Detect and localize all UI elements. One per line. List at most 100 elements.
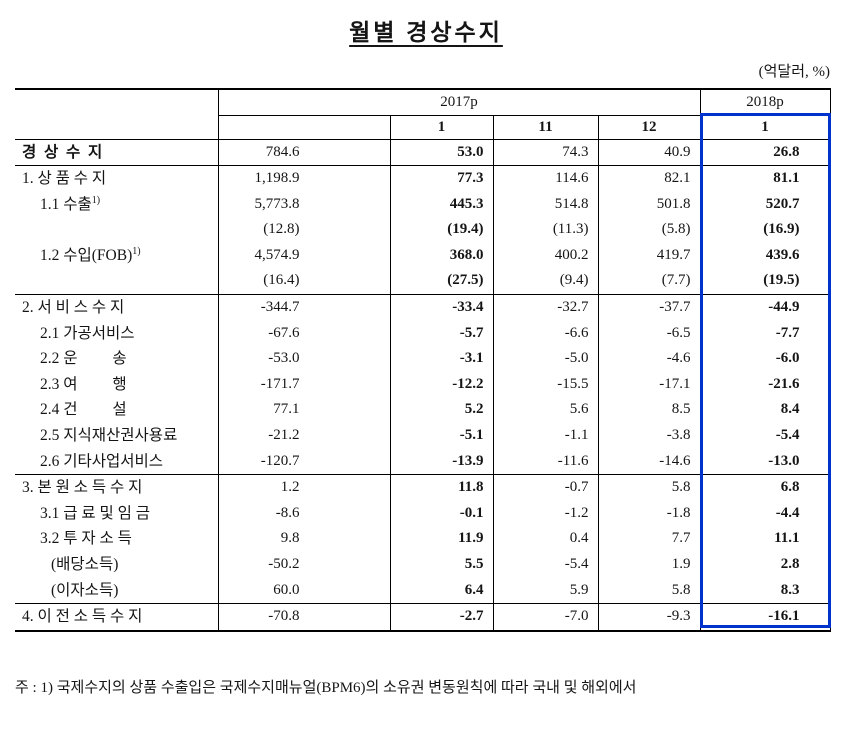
row-label-cell (15, 217, 218, 243)
value-cell-jan2018: 2.8 (699, 552, 831, 578)
row-label-cell: 4. 이 전 소 득 수 지 (15, 603, 218, 632)
value-cell-jan2018: 26.8 (699, 139, 831, 167)
row-label-cell: 1.2 수입(FOB)1) (15, 243, 218, 269)
value-cell-jan2018: 8.4 (699, 397, 831, 424)
value-cell-jan2017: 6.4 (389, 577, 493, 605)
row-label-cell: 3.1 급 료 및 임 금 (15, 501, 218, 527)
row-label-cell: 2.1 가공서비스 (15, 321, 218, 347)
value-cell-jan2017: -33.4 (389, 294, 493, 321)
row-label: 3.1 급 료 및 임 금 (40, 504, 151, 522)
value-cell-nov2017: 5.6 (492, 397, 598, 424)
value-cell-dec2017: 82.1 (597, 165, 700, 192)
row-label-cell: 2.2 운 송 (15, 346, 218, 372)
value-cell-jan2017: 445.3 (389, 191, 493, 218)
value-cell-nov2017: 5.9 (492, 577, 598, 605)
table-row: 1.1 수출1) 5,773.8 445.3 514.8 501.8 520.7 (15, 191, 831, 218)
value-cell-annual: (16.4) (217, 268, 390, 296)
column-group-row: 2017p 2018p (15, 89, 831, 140)
row-label: 1.1 수출 (40, 195, 92, 213)
value-cell-jan2018: 11.1 (699, 526, 831, 552)
value-cell-jan2017: 11.8 (389, 474, 493, 501)
value-cell-dec2017: -1.8 (597, 500, 700, 527)
subheader-2017-jan: 1 (389, 115, 493, 140)
value-cell-jan2018: (19.5) (699, 268, 831, 296)
current-account-table: 2017p 2018p 1 11 12 1 경 상 수 지 784.6 53.0… (15, 88, 831, 632)
value-cell-dec2017: -6.5 (597, 320, 700, 347)
value-cell-nov2017: (9.4) (492, 268, 598, 296)
table-row: 2.5 지식재산권사용료 -21.2 -5.1 -1.1 -3.8 -5.4 (15, 423, 831, 449)
value-cell-dec2017: 40.9 (597, 139, 700, 167)
table-row: 2. 서 비 스 수 지 -344.7 -33.4 -32.7 -37.7 -4… (15, 294, 831, 321)
value-cell-jan2017: -3.1 (389, 346, 493, 372)
row-label-cell: 3. 본 원 소 득 수 지 (15, 475, 218, 501)
unit-note: (억달러, %) (758, 64, 830, 80)
value-cell-jan2017: (19.4) (389, 217, 493, 243)
value-cell-jan2018: 6.8 (699, 474, 831, 501)
table-row: (이자소득) 60.0 6.4 5.9 5.8 8.3 (15, 577, 831, 605)
value-cell-jan2018: -4.4 (699, 500, 831, 527)
value-cell-nov2017: 400.2 (492, 242, 598, 269)
value-cell-jan2017: 11.9 (389, 526, 493, 552)
value-cell-dec2017: -17.1 (597, 371, 700, 398)
value-cell-nov2017: -6.6 (492, 320, 598, 347)
row-label-cell (15, 268, 218, 296)
value-cell-dec2017: (7.7) (597, 268, 700, 296)
row-label: (이자소득) (51, 581, 119, 599)
row-label: 2.1 가공서비스 (40, 324, 135, 342)
value-cell-annual: -53.0 (217, 346, 390, 372)
row-label: 2. 서 비 스 수 지 (22, 299, 125, 317)
table-row: 3.2 투 자 소 득 9.8 11.9 0.4 7.7 11.1 (15, 526, 831, 552)
value-cell-annual: 4,574.9 (217, 242, 390, 269)
row-label: 2.5 지식재산권사용료 (40, 427, 178, 445)
table-row: 3. 본 원 소 득 수 지 1.2 11.8 -0.7 5.8 6.8 (15, 474, 831, 501)
table-body: 경 상 수 지 784.6 53.0 74.3 40.9 26.8 1. 상 품… (15, 139, 831, 632)
row-label: 4. 이 전 소 득 수 지 (22, 608, 143, 626)
value-cell-nov2017: -5.4 (492, 552, 598, 578)
table-row: 1. 상 품 수 지 1,198.9 77.3 114.6 82.1 81.1 (15, 165, 831, 192)
value-cell-jan2018: 520.7 (699, 191, 831, 218)
value-cell-nov2017: 74.3 (492, 139, 598, 167)
table-row: 3.1 급 료 및 임 금 -8.6 -0.1 -1.2 -1.8 -4.4 (15, 500, 831, 527)
table-row: 2.2 운 송 -53.0 -3.1 -5.0 -4.6 -6.0 (15, 346, 831, 372)
table-row: 2.1 가공서비스 -67.6 -5.7 -6.6 -6.5 -7.7 (15, 320, 831, 347)
value-cell-jan2017: 5.2 (389, 397, 493, 424)
subheader-2017-dec: 12 (597, 115, 700, 140)
value-cell-dec2017: 419.7 (597, 242, 700, 269)
value-cell-annual: 60.0 (217, 577, 390, 605)
value-cell-annual: 9.8 (217, 526, 390, 552)
value-cell-jan2018: -5.4 (699, 423, 831, 449)
row-label: 2.4 건 설 (40, 401, 127, 419)
value-cell-dec2017: 8.5 (597, 397, 700, 424)
subheader-annual (217, 115, 390, 140)
value-cell-jan2018: -21.6 (699, 371, 831, 398)
value-cell-nov2017: -1.1 (492, 423, 598, 449)
value-cell-jan2017: -0.1 (389, 500, 493, 527)
value-cell-jan2017: 368.0 (389, 242, 493, 269)
value-cell-nov2017: -1.2 (492, 500, 598, 527)
row-label-cell: 1. 상 품 수 지 (15, 166, 218, 192)
value-cell-dec2017: -3.8 (597, 423, 700, 449)
table-row: 2.3 여 행 -171.7 -12.2 -15.5 -17.1 -21.6 (15, 371, 831, 398)
value-cell-nov2017: 0.4 (492, 526, 598, 552)
value-cell-jan2017: -13.9 (389, 448, 493, 476)
value-cell-annual: -70.8 (217, 603, 390, 632)
corner-cell (15, 89, 218, 140)
value-cell-dec2017: -37.7 (597, 294, 700, 321)
value-cell-annual: 784.6 (217, 139, 390, 167)
row-label-sup: 1) (132, 245, 141, 257)
value-cell-dec2017: 501.8 (597, 191, 700, 218)
row-label-cell: 1.1 수출1) (15, 192, 218, 218)
table-row: (16.4) (27.5) (9.4) (7.7) (19.5) (15, 268, 831, 296)
value-cell-jan2017: (27.5) (389, 268, 493, 296)
value-cell-jan2018: -7.7 (699, 320, 831, 347)
value-cell-dec2017: 5.8 (597, 577, 700, 605)
table-row: 2.4 건 설 77.1 5.2 5.6 8.5 8.4 (15, 397, 831, 424)
table-row: 2.6 기타사업서비스 -120.7 -13.9 -11.6 -14.6 -13… (15, 448, 831, 476)
value-cell-nov2017: -5.0 (492, 346, 598, 372)
row-label-cell: (이자소득) (15, 577, 218, 605)
table-row: (12.8) (19.4) (11.3) (5.8) (16.9) (15, 217, 831, 243)
row-label-cell: 2. 서 비 스 수 지 (15, 295, 218, 321)
value-cell-dec2017: 1.9 (597, 552, 700, 578)
row-label-sup: 1) (91, 194, 101, 206)
